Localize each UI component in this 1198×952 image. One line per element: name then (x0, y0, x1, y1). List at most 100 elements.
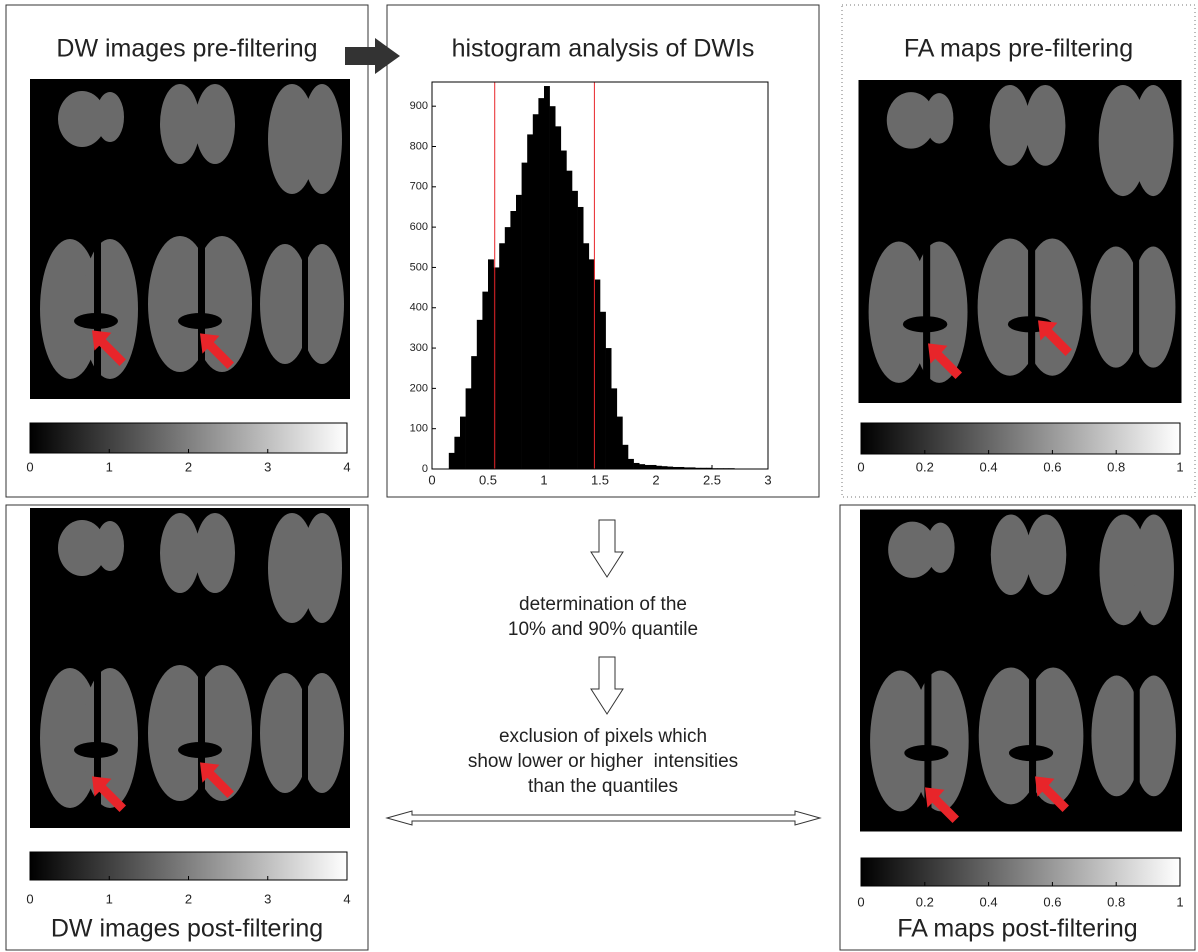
step-text: exclusion of pixels which (499, 726, 707, 747)
bar (622, 444, 629, 469)
colorbar-tick-label: 0.8 (1107, 894, 1125, 909)
brain-slices (860, 509, 1182, 832)
colorbar-tick-label: 0 (857, 459, 864, 474)
y-tick-label: 200 (410, 382, 428, 394)
panel-frame (386, 4, 820, 498)
bar (678, 466, 685, 469)
bar (549, 106, 556, 469)
bar (465, 388, 472, 469)
bar (594, 279, 601, 469)
colorbar-tick-label: 3 (264, 891, 271, 906)
x-tick-label: 1.5 (591, 472, 609, 487)
bar (538, 98, 545, 469)
step-text: 10% and 90% quantile (508, 619, 698, 640)
colorbar-tick-label: 4 (343, 891, 350, 906)
colorbar-tick-label: 0.6 (1043, 894, 1061, 909)
bar (532, 114, 539, 469)
colorbar-tick-label: 0.4 (980, 459, 998, 474)
y-tick-label: 300 (410, 342, 428, 354)
colorbar-tick-label: 3 (264, 459, 271, 474)
panel-title: FA maps pre-filtering (904, 35, 1133, 63)
colorbar-tick-label: 0.6 (1043, 459, 1061, 474)
bar (476, 319, 483, 469)
bar (460, 416, 466, 469)
colorbar-tick-label: 1 (106, 891, 113, 906)
panel-frame (841, 4, 1196, 498)
x-tick-label: 3 (764, 472, 771, 487)
brain-slices (30, 79, 350, 399)
bar (510, 211, 517, 469)
bar (448, 452, 455, 469)
chart-title: histogram analysis of DWIs (452, 35, 755, 63)
bar (521, 162, 528, 469)
y-tick-label: 600 (410, 221, 428, 233)
bar (667, 466, 674, 469)
panel-frame (5, 4, 369, 498)
panel-title: DW images post-filtering (51, 915, 323, 943)
panel-frame (5, 504, 369, 951)
bar (600, 311, 606, 469)
y-tick-label: 400 (410, 302, 428, 314)
colorbar-tick-label: 2 (185, 459, 192, 474)
panel-title: FA maps post-filtering (897, 915, 1137, 943)
colorbar-tick-label: 0 (26, 459, 33, 474)
colorbar (29, 851, 348, 881)
bar (628, 458, 634, 469)
colorbar-tick-label: 0.2 (916, 894, 934, 909)
colorbar-tick-label: 1 (106, 459, 113, 474)
panel-frame (839, 504, 1196, 951)
step-text: determination of the (519, 594, 687, 615)
colorbar (860, 857, 1181, 887)
bar (633, 462, 640, 469)
bar (577, 206, 584, 469)
bar (616, 416, 623, 469)
colorbar-tick-label: 0.2 (916, 459, 934, 474)
bar (661, 466, 668, 469)
down-arrow (590, 519, 624, 578)
y-tick-label: 700 (410, 181, 428, 193)
x-tick-label: 2.5 (703, 472, 721, 487)
bar (527, 134, 534, 469)
brain-slices (858, 80, 1182, 403)
y-tick-label: 0 (422, 463, 428, 475)
bar (499, 243, 506, 469)
bar (611, 388, 618, 469)
bar (516, 194, 522, 469)
bar (684, 467, 690, 469)
bar (695, 467, 702, 469)
bar (471, 356, 478, 469)
bar (605, 348, 612, 469)
down-arrow (590, 656, 624, 715)
colorbar-tick-label: 0.8 (1107, 459, 1125, 474)
bar (566, 170, 573, 469)
brain-slices (30, 508, 350, 828)
bar (672, 466, 679, 469)
double-arrow (385, 810, 822, 826)
bar (656, 465, 662, 469)
bar (706, 467, 713, 469)
bar (555, 126, 562, 469)
bar (493, 267, 500, 469)
y-tick-label: 500 (410, 261, 428, 273)
colorbar-tick-label: 4 (343, 459, 350, 474)
bar (644, 464, 651, 469)
bar (650, 464, 657, 469)
bar (482, 291, 489, 469)
bar (639, 464, 646, 469)
colorbar-tick-label: 2 (185, 891, 192, 906)
step-text: show lower or higher intensities (468, 751, 738, 772)
bar (689, 467, 696, 469)
bar (544, 86, 550, 469)
x-tick-label: 1 (540, 472, 547, 487)
bar (572, 190, 578, 469)
colorbar (860, 422, 1181, 455)
bar (700, 467, 707, 469)
x-tick-label: 2 (652, 472, 659, 487)
bar (454, 436, 461, 469)
bar (488, 259, 494, 469)
flow-arrow (345, 38, 400, 74)
x-tick-label: 0 (428, 472, 435, 487)
panel-title: DW images pre-filtering (56, 35, 317, 63)
